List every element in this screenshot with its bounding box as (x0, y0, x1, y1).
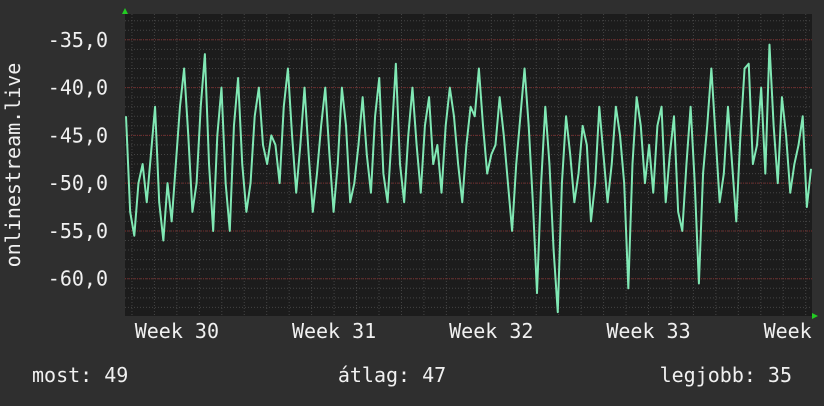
stat-value: 47 (422, 363, 446, 387)
x-tick-label: Week 31 (292, 319, 376, 343)
stat-value: 49 (104, 363, 128, 387)
labels: Week 30 Week 31 Week 32 Week 33 Week 34 (135, 319, 824, 343)
stat-label: legjobb: (660, 363, 756, 387)
y-tick-label: -55,0 (48, 219, 108, 243)
y-tick-label: -50,0 (48, 171, 108, 195)
stat-value: 35 (768, 363, 792, 387)
y-axis-label: onlinestream.live (1, 63, 25, 268)
axis-arrow (122, 8, 128, 14)
data-line (125, 43, 812, 314)
x-tick-label: Week 32 (449, 319, 533, 343)
x-tick-label: Week 30 (135, 319, 219, 343)
stat: átlag: 47 (338, 363, 446, 387)
stat-label: most: (32, 363, 92, 387)
stat-label: átlag: (338, 363, 410, 387)
x-tick-label: Week 34 (764, 319, 824, 343)
y-tick-label: -45,0 (48, 123, 108, 147)
x-tick-label: Week 33 (606, 319, 690, 343)
stat: legjobb: 35 (660, 363, 792, 387)
y-tick-label: -40,0 (48, 76, 108, 100)
axis-arrow (812, 313, 818, 319)
y-tick-label: -60,0 (48, 267, 108, 291)
stat: most: 49 (32, 363, 128, 387)
marks (125, 43, 812, 314)
y-tick-label: -35,0 (48, 28, 108, 52)
